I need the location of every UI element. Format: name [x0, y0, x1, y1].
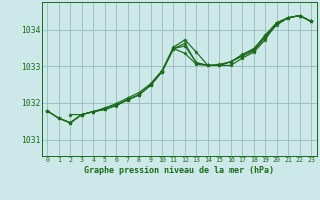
- X-axis label: Graphe pression niveau de la mer (hPa): Graphe pression niveau de la mer (hPa): [84, 166, 274, 175]
